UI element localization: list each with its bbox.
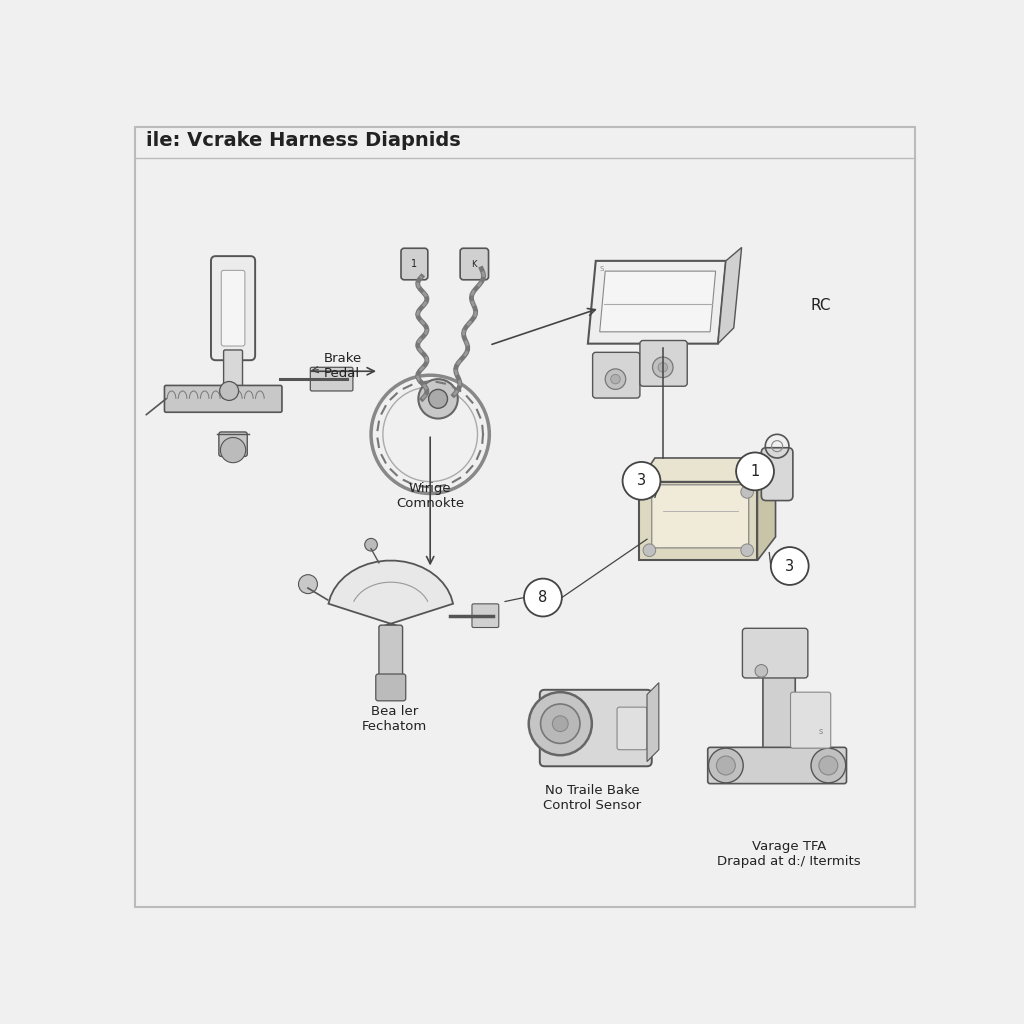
Text: K: K xyxy=(472,259,477,268)
Circle shape xyxy=(652,357,673,378)
Polygon shape xyxy=(639,481,758,560)
Circle shape xyxy=(610,375,621,384)
FancyBboxPatch shape xyxy=(401,248,428,280)
Circle shape xyxy=(524,579,562,616)
Circle shape xyxy=(771,547,809,585)
Circle shape xyxy=(658,362,668,372)
Circle shape xyxy=(605,369,626,389)
FancyBboxPatch shape xyxy=(472,604,499,628)
Text: 8: 8 xyxy=(539,590,548,605)
Circle shape xyxy=(736,453,774,490)
Polygon shape xyxy=(329,560,453,628)
Polygon shape xyxy=(647,683,658,762)
Circle shape xyxy=(819,756,838,775)
Circle shape xyxy=(299,574,317,594)
FancyBboxPatch shape xyxy=(211,256,255,360)
Circle shape xyxy=(419,379,458,419)
Polygon shape xyxy=(639,458,775,481)
FancyBboxPatch shape xyxy=(460,248,488,280)
FancyBboxPatch shape xyxy=(223,350,243,392)
Circle shape xyxy=(643,544,655,557)
Text: 1: 1 xyxy=(412,259,418,269)
FancyBboxPatch shape xyxy=(310,368,353,391)
FancyBboxPatch shape xyxy=(219,432,247,457)
Text: ile: Vcrake Harness Diapnids: ile: Vcrake Harness Diapnids xyxy=(146,131,461,150)
Polygon shape xyxy=(588,261,726,344)
Text: S: S xyxy=(600,266,604,272)
Polygon shape xyxy=(718,248,741,344)
Circle shape xyxy=(220,382,239,400)
Circle shape xyxy=(365,539,378,551)
Text: s: s xyxy=(818,727,822,736)
Circle shape xyxy=(429,389,447,409)
Circle shape xyxy=(528,692,592,756)
Text: Wirige
Comnokte: Wirige Comnokte xyxy=(396,481,464,510)
Text: 3: 3 xyxy=(637,473,646,488)
FancyBboxPatch shape xyxy=(791,692,830,749)
Circle shape xyxy=(740,544,754,557)
Polygon shape xyxy=(758,458,775,560)
Circle shape xyxy=(740,485,754,499)
FancyBboxPatch shape xyxy=(593,352,640,398)
FancyBboxPatch shape xyxy=(540,690,651,766)
Circle shape xyxy=(717,756,735,775)
Circle shape xyxy=(552,716,568,731)
FancyBboxPatch shape xyxy=(742,629,808,678)
FancyBboxPatch shape xyxy=(708,748,847,783)
Circle shape xyxy=(623,462,660,500)
FancyBboxPatch shape xyxy=(376,674,406,700)
Text: Varage TFA
Drapad at d:/ Itermits: Varage TFA Drapad at d:/ Itermits xyxy=(717,841,861,868)
FancyBboxPatch shape xyxy=(379,625,402,681)
Circle shape xyxy=(709,749,743,782)
Circle shape xyxy=(811,749,846,782)
FancyBboxPatch shape xyxy=(221,270,245,346)
FancyBboxPatch shape xyxy=(134,127,915,907)
FancyBboxPatch shape xyxy=(165,385,282,413)
Polygon shape xyxy=(600,271,716,332)
Circle shape xyxy=(643,485,655,499)
Circle shape xyxy=(541,703,580,743)
Text: 1: 1 xyxy=(751,464,760,479)
Circle shape xyxy=(755,665,768,677)
Text: RC: RC xyxy=(810,298,830,313)
Text: No Traile Bake
Control Sensor: No Traile Bake Control Sensor xyxy=(543,783,641,812)
Text: Bea ler
Fechatom: Bea ler Fechatom xyxy=(362,705,427,733)
Text: 3: 3 xyxy=(785,558,795,573)
FancyBboxPatch shape xyxy=(617,708,647,750)
FancyBboxPatch shape xyxy=(640,341,687,386)
FancyBboxPatch shape xyxy=(763,665,796,764)
FancyBboxPatch shape xyxy=(651,484,749,548)
Text: Brake
Pedal: Brake Pedal xyxy=(312,351,362,380)
Circle shape xyxy=(220,437,246,463)
FancyBboxPatch shape xyxy=(762,447,793,501)
